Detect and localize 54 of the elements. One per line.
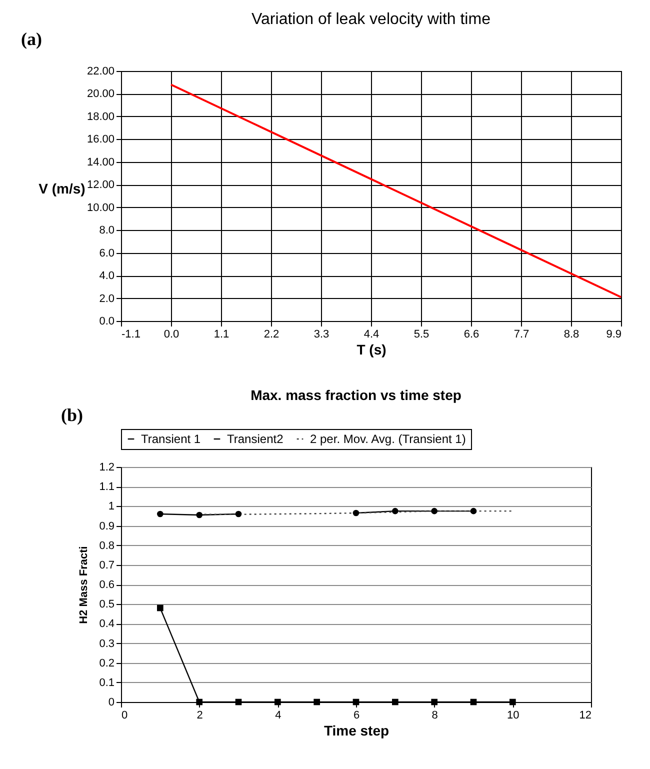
y-tick-label: 16.00 — [86, 134, 114, 146]
legend-label: 2 per. Mov. Avg. (Transient 1) — [310, 432, 466, 446]
y-tick-label: 0.1 — [99, 676, 114, 689]
y-tick-label: 0.2 — [99, 657, 114, 670]
y-tick-label: 2.0 — [99, 292, 114, 305]
y-tick-label: 14.00 — [86, 156, 114, 168]
y-tick-label: 4.0 — [99, 270, 114, 282]
x-tick-label: 4.4 — [364, 328, 380, 340]
x-tick-label: 6 — [353, 710, 360, 722]
x-tick-label: 0.0 — [164, 328, 180, 340]
y-tick-label: 10.00 — [86, 202, 114, 214]
y-tick-label: 1.1 — [99, 481, 114, 494]
x-tick-label: 12 — [579, 710, 592, 722]
y-tick-label: 1.2 — [99, 462, 114, 474]
x-tick-label: 3.3 — [314, 328, 330, 340]
x-tick-label: 4 — [275, 710, 282, 722]
x-axis-title: T (s) — [356, 342, 386, 358]
x-tick-label: 8.8 — [564, 328, 580, 340]
x-tick-label: 7.7 — [514, 328, 530, 340]
x-tick-label: 6.6 — [464, 328, 480, 340]
x-tick-label: 9.9 — [606, 328, 622, 340]
y-tick-label: 6.0 — [99, 247, 114, 260]
chart-title: Max. mass fraction vs time step — [250, 387, 462, 403]
y-tick-label: 12.00 — [86, 179, 114, 192]
legend-label: Transient 1 — [141, 432, 201, 446]
y-axis-title: H2 Mass Fracti — [78, 546, 90, 624]
y-tick-label: 0.4 — [99, 618, 114, 630]
x-tick-label: 8 — [432, 710, 438, 722]
x-tick-label: 2 — [196, 710, 203, 722]
y-tick-label: 0.6 — [99, 579, 114, 591]
y-tick-label: 22.00 — [86, 66, 114, 78]
y-tick-label: 8.0 — [99, 224, 114, 237]
text: (a) — [21, 29, 42, 49]
y-tick-label: 0 — [108, 696, 114, 708]
y-tick-label: 0.0 — [99, 316, 114, 328]
text: (b) — [61, 405, 84, 425]
x-tick-label: 5.5 — [414, 328, 430, 340]
x-tick-label: 10 — [507, 710, 520, 722]
chart-title: Variation of leak velocity with time — [252, 11, 491, 28]
legend-label: Transient2 — [227, 432, 284, 446]
y-tick-label: 0.8 — [99, 540, 114, 552]
y-tick-label: 0.9 — [99, 520, 114, 532]
y-tick-label: 0.7 — [99, 559, 114, 572]
y-tick-label: 0.3 — [99, 638, 114, 650]
y-axis-title: V (m/s) — [38, 180, 86, 196]
y-tick-label: 0.5 — [99, 598, 114, 611]
x-axis-title: Time step — [324, 722, 390, 738]
y-tick-label: 20.00 — [86, 88, 114, 100]
x-tick-label: 0 — [122, 710, 128, 722]
y-tick-label: 18.00 — [86, 110, 114, 123]
y-tick-label: 1 — [108, 500, 114, 513]
x-tick-label: 1.1 — [214, 328, 230, 340]
x-tick-label: -1.1 — [122, 328, 140, 340]
x-tick-label: 2.2 — [264, 328, 280, 340]
